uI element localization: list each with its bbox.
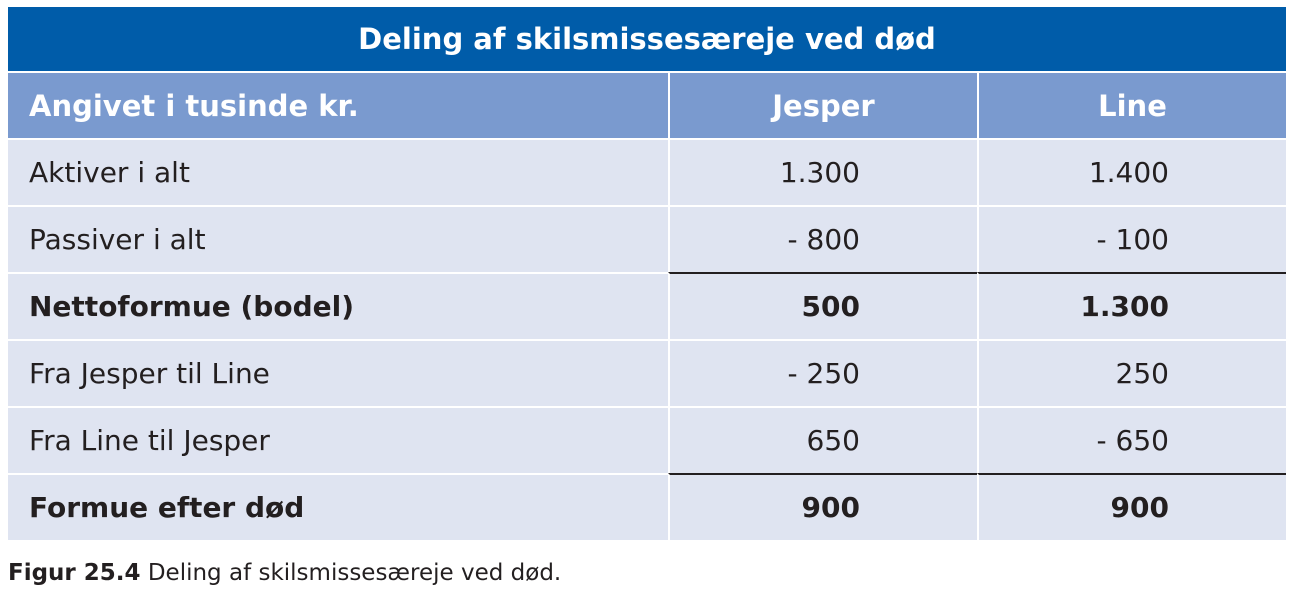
header-line: Line	[977, 73, 1286, 138]
figure-caption: Figur 25.4 Deling af skilsmissesæreje ve…	[8, 560, 561, 586]
jesper-value: 650	[668, 408, 977, 473]
line-value: 250	[977, 341, 1286, 406]
figure-caption-text: Deling af skilsmissesæreje ved død.	[147, 560, 562, 586]
line-value: 1.400	[977, 140, 1286, 205]
table-title: Deling af skilsmissesæreje ved død	[8, 7, 1286, 71]
jesper-value: - 800	[668, 207, 977, 272]
table-row-total: Formue efter død 900 900	[8, 473, 1286, 540]
division-table: Deling af skilsmissesæreje ved død Angiv…	[8, 7, 1286, 540]
table-header-row: Angivet i tusinde kr. Jesper Line	[8, 71, 1286, 138]
row-label: Fra Line til Jesper	[8, 408, 668, 473]
row-label: Passiver i alt	[8, 207, 668, 272]
row-label: Formue efter død	[8, 475, 668, 540]
row-label: Aktiver i alt	[8, 140, 668, 205]
line-value: 900	[977, 473, 1286, 540]
line-value: - 100	[977, 207, 1286, 272]
table-row: Passiver i alt - 800 - 100	[8, 205, 1286, 272]
row-label: Fra Jesper til Line	[8, 341, 668, 406]
row-label: Nettoformue (bodel)	[8, 274, 668, 339]
table-row: Aktiver i alt 1.300 1.400	[8, 138, 1286, 205]
jesper-value: 1.300	[668, 140, 977, 205]
table-row-subtotal: Nettoformue (bodel) 500 1.300	[8, 272, 1286, 339]
table-row: Fra Line til Jesper 650 - 650	[8, 406, 1286, 473]
jesper-value: 900	[668, 473, 977, 540]
jesper-value: 500	[668, 272, 977, 339]
header-unit-label: Angivet i tusinde kr.	[8, 73, 668, 138]
table-row: Fra Jesper til Line - 250 250	[8, 339, 1286, 406]
figure-label: Figur 25.4	[8, 560, 141, 586]
header-jesper: Jesper	[668, 73, 977, 138]
line-value: - 650	[977, 408, 1286, 473]
line-value: 1.300	[977, 272, 1286, 339]
jesper-value: - 250	[668, 341, 977, 406]
